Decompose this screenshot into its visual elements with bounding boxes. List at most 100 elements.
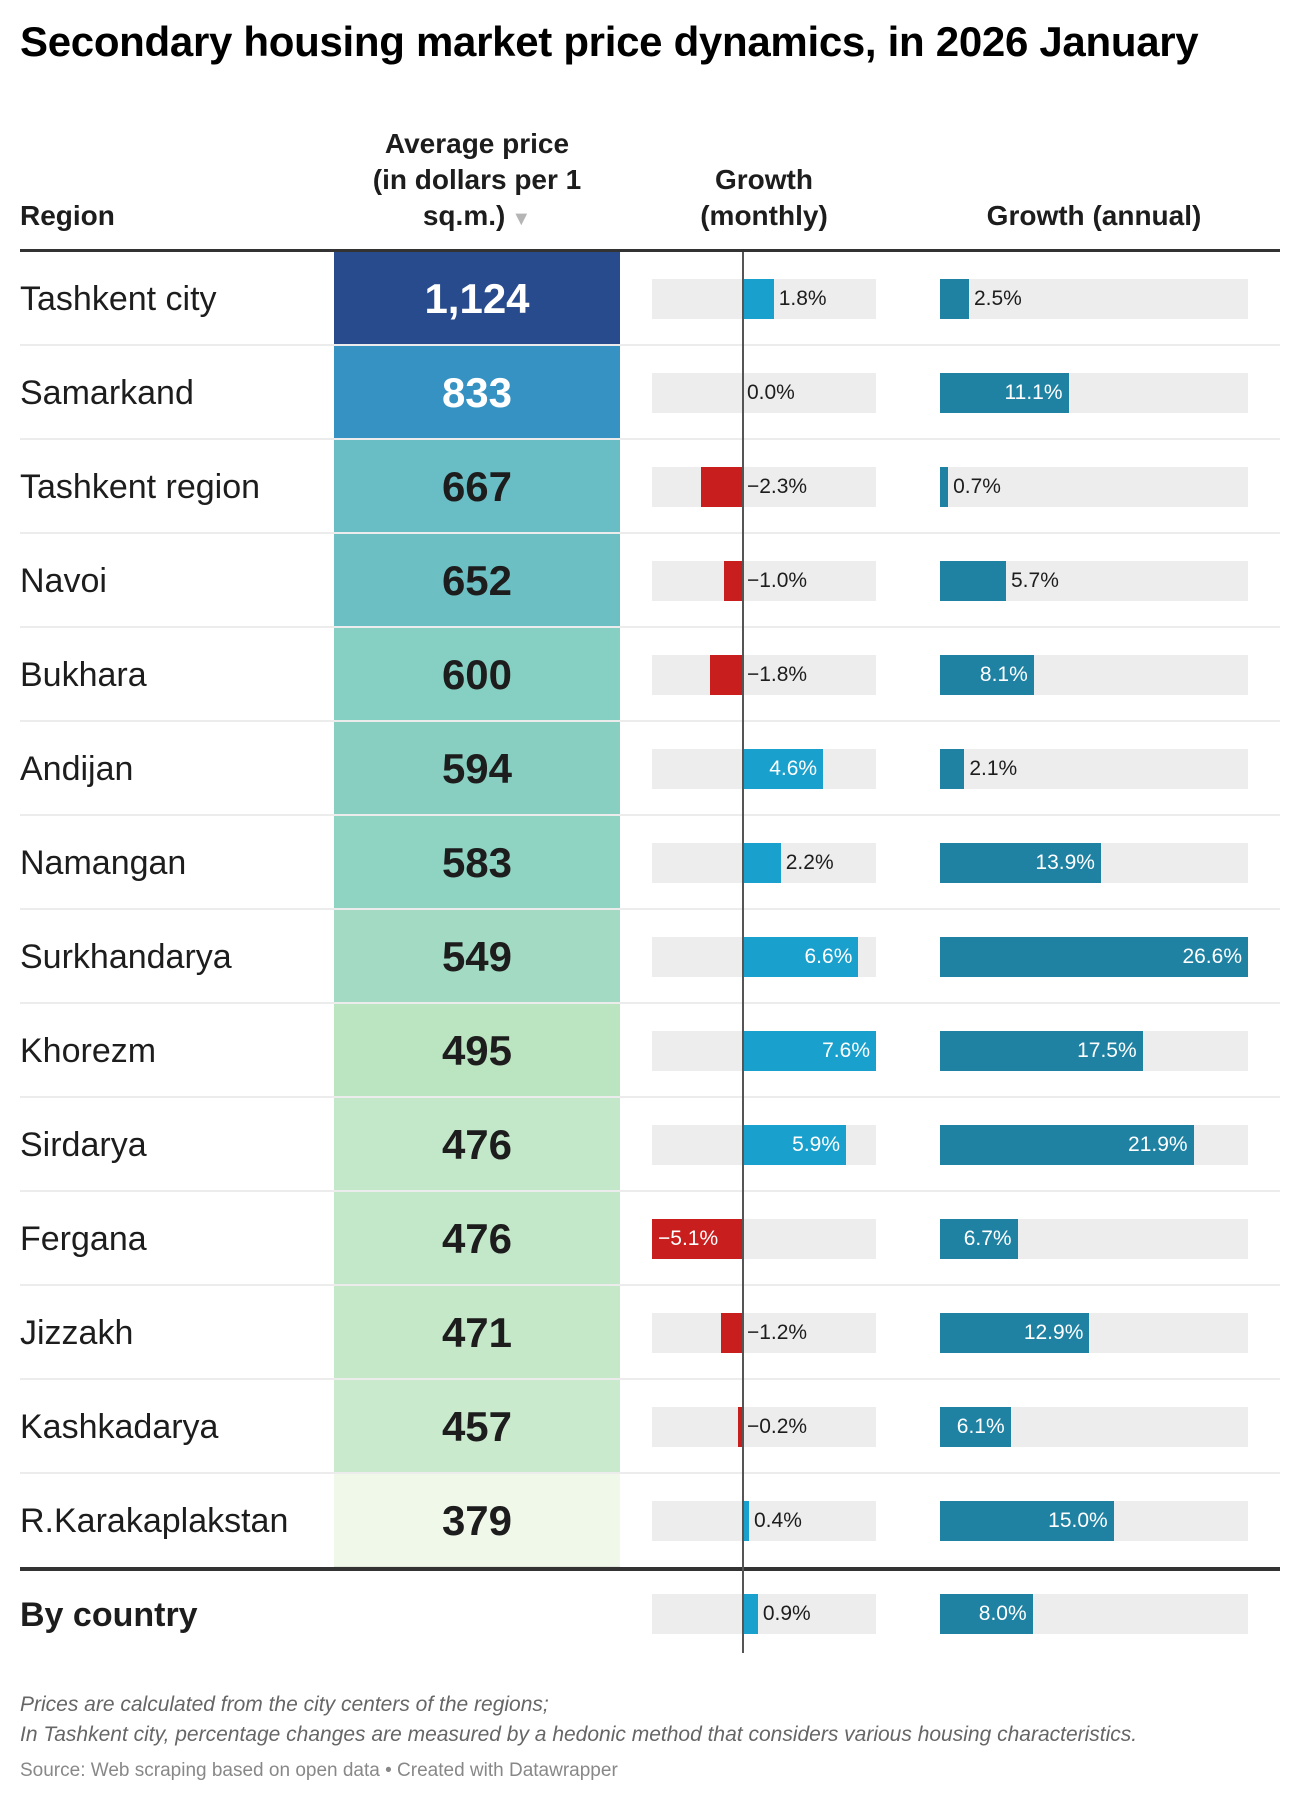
row-separator xyxy=(20,438,1280,440)
monthly-bar-positive xyxy=(741,937,859,977)
average-price-cell: 594 xyxy=(334,722,620,816)
note-line-1: Prices are calculated from the city cent… xyxy=(20,1693,549,1716)
average-price-value: 583 xyxy=(441,839,513,886)
region-name: Khorezm xyxy=(20,1032,157,1070)
annual-bar xyxy=(940,937,1248,977)
monthly-value-label: −1.2% xyxy=(746,1321,808,1344)
row-separator xyxy=(20,1378,1280,1380)
annual-bar-background xyxy=(940,467,1248,507)
annual-bar xyxy=(940,655,1034,695)
total-region-label: By country xyxy=(20,1596,198,1634)
monthly-value-label: 4.6% xyxy=(769,757,818,780)
monthly-bar-negative xyxy=(710,655,742,695)
row-separator xyxy=(20,1284,1280,1286)
source-line: Source: Web scraping based on open data … xyxy=(20,1760,618,1781)
average-price-cell: 652 xyxy=(334,534,620,628)
annual-bar xyxy=(940,843,1101,883)
chart-notes: Prices are calculated from the city cent… xyxy=(20,1690,1137,1750)
note-line-2: In Tashkent city, percentage changes are… xyxy=(20,1723,1138,1746)
monthly-bar-negative xyxy=(724,561,742,601)
average-price-value: 667 xyxy=(441,463,513,510)
row-separator xyxy=(20,1190,1280,1192)
table-row: Tashkent city 1,124 1.8% 2.5% xyxy=(20,252,1280,346)
average-price-cell: 667 xyxy=(334,440,620,534)
average-price-cell: 600 xyxy=(334,628,620,722)
average-price-cell: 457 xyxy=(334,1380,620,1474)
average-price-cell: 476 xyxy=(334,1192,620,1286)
table-row: Namangan 583 2.2% 13.9% xyxy=(20,816,1280,910)
annual-value-label: 15.0% xyxy=(1048,1509,1108,1532)
monthly-bar-negative xyxy=(701,467,742,507)
region-name: Namangan xyxy=(20,844,187,882)
annual-bar-background xyxy=(940,279,1248,319)
annual-bar xyxy=(940,1219,1018,1259)
average-price-value: 471 xyxy=(441,1309,513,1356)
table-row: Samarkand 833 0.0% 11.1% xyxy=(20,346,1280,440)
header-price-line1: Average price xyxy=(384,128,570,159)
average-price-cell: 1,124 xyxy=(334,252,620,346)
header-average-price[interactable]: Average price (in dollars per 1 sq.m.) ▼ xyxy=(334,126,620,237)
region-name: Andijan xyxy=(20,750,134,788)
annual-bar xyxy=(940,561,1006,601)
monthly-bar-positive xyxy=(741,843,781,883)
annual-value-label: 6.7% xyxy=(963,1227,1012,1250)
average-price-cell: 379 xyxy=(334,1474,620,1568)
monthly-bar-positive xyxy=(741,1031,876,1071)
row-separator xyxy=(20,1002,1280,1004)
table-row: Navoi 652 −1.0% 5.7% xyxy=(20,534,1280,628)
chart-title: Secondary housing market price dynamics,… xyxy=(20,18,1199,65)
monthly-value-label: 0.9% xyxy=(762,1602,811,1625)
annual-bar xyxy=(940,1031,1143,1071)
row-separator xyxy=(20,720,1280,722)
monthly-value-label: 7.6% xyxy=(822,1039,870,1062)
annual-bar xyxy=(940,467,949,507)
monthly-value-label: −2.3% xyxy=(746,475,808,498)
monthly-bar-background xyxy=(652,1313,876,1353)
average-price-cell: 833 xyxy=(334,346,620,440)
header-monthly-line2: (monthly) xyxy=(700,200,828,231)
table-row: R.Karakaplakstan 379 0.4% 15.0% xyxy=(20,1474,1280,1568)
annual-bar xyxy=(940,1313,1090,1353)
annual-value-label: 6.1% xyxy=(956,1415,1005,1438)
table-row: Surkhandarya 549 6.6% 26.6% xyxy=(20,910,1280,1004)
average-price-value: 600 xyxy=(441,651,513,698)
monthly-bar-positive xyxy=(741,1501,749,1541)
monthly-bar-negative xyxy=(720,1313,742,1353)
average-price-value: 594 xyxy=(441,745,513,792)
monthly-bar-positive xyxy=(741,279,774,319)
table-row: Kashkadarya 457 −0.2% 6.1% xyxy=(20,1380,1280,1474)
sort-descending-icon[interactable]: ▼ xyxy=(511,208,532,230)
monthly-bar-positive xyxy=(741,1594,758,1634)
monthly-bar-background xyxy=(652,373,876,413)
header-growth-annual[interactable]: Growth (annual) xyxy=(940,198,1248,234)
monthly-value-label: 5.9% xyxy=(792,1133,841,1156)
header-monthly-line1: Growth xyxy=(715,164,813,195)
row-separator xyxy=(20,1472,1280,1474)
region-name: R.Karakaplakstan xyxy=(20,1502,289,1540)
annual-value-label: 26.6% xyxy=(1182,945,1242,968)
annual-bar xyxy=(940,1594,1033,1634)
region-name: Bukhara xyxy=(20,656,147,694)
table-row: Andijan 594 4.6% 2.1% xyxy=(20,722,1280,816)
annual-value-label: 8.1% xyxy=(979,663,1028,686)
region-name: Kashkadarya xyxy=(20,1408,219,1446)
monthly-bar-background xyxy=(652,561,876,601)
row-separator xyxy=(20,626,1280,628)
annual-value-label: 13.9% xyxy=(1035,851,1095,874)
annual-value-label: 17.5% xyxy=(1077,1039,1137,1062)
monthly-bar-positive xyxy=(741,749,824,789)
annual-bar xyxy=(940,1407,1011,1447)
monthly-value-label: 0.4% xyxy=(754,1509,802,1532)
table-row: Bukhara 600 −1.8% 8.1% xyxy=(20,628,1280,722)
annual-value-label: 11.1% xyxy=(1004,381,1063,404)
header-growth-monthly[interactable]: Growth (monthly) xyxy=(652,162,876,234)
monthly-bar-positive xyxy=(741,1125,846,1165)
table-row: Khorezm 495 7.6% 17.5% xyxy=(20,1004,1280,1098)
average-price-value: 495 xyxy=(441,1027,513,1074)
header-region[interactable]: Region xyxy=(20,198,115,234)
region-name: Samarkand xyxy=(20,374,194,412)
monthly-bar-negative xyxy=(738,1407,742,1447)
average-price-value: 549 xyxy=(441,933,513,980)
average-price-value: 652 xyxy=(441,557,513,604)
average-price-value: 476 xyxy=(441,1121,513,1168)
